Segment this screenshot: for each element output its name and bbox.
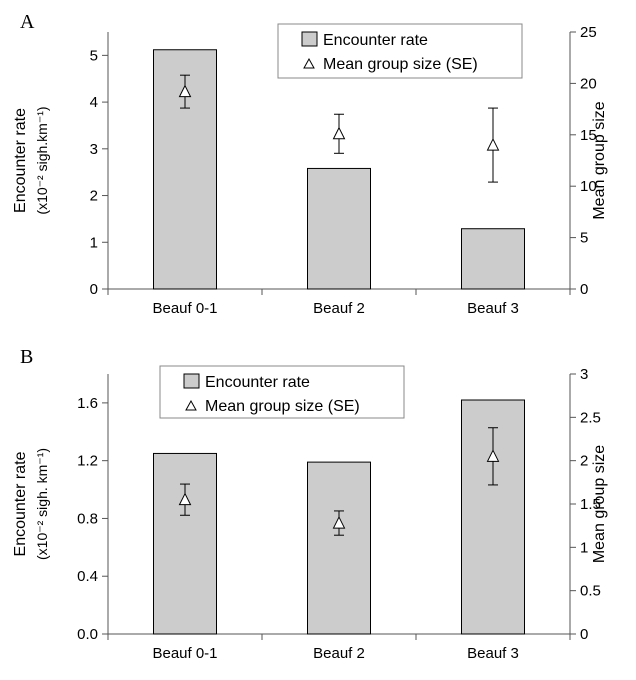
bar-encounter-rate [307, 461, 371, 635]
legend-entry: Mean group size (SE) [323, 56, 478, 73]
legend: Encounter rate Mean group size (SE) [159, 365, 405, 419]
y-tick-label-left: 4 [90, 94, 98, 111]
y-tick-label-right: 1.5 [580, 496, 601, 513]
legend-box [159, 365, 405, 419]
point-mean-group-size [178, 84, 192, 98]
point-mean-group-size [486, 137, 500, 151]
legend-box [277, 23, 523, 79]
y-tick-label-right: 3 [580, 366, 588, 383]
y-axis-title-left: Encounter rate [12, 108, 29, 213]
legend: Encounter rate Mean group size (SE) [277, 23, 523, 79]
y-axis-title-left: Encounter rate [12, 451, 29, 556]
point-mean-group-size [332, 126, 346, 140]
bar-encounter-rate [461, 228, 525, 290]
y-axis-subtitle-left: (x10⁻² sigh. km⁻¹) [34, 448, 50, 560]
y-axis-subtitle-left: (x10⁻² sigh.km⁻¹) [34, 106, 50, 214]
y-axis-title-right: Mean group size [591, 445, 608, 563]
y-tick-label-right: 0 [580, 626, 588, 643]
legend-swatch-triangle [185, 399, 197, 411]
point-mean-group-size [332, 515, 346, 529]
y-tick-label-right: 0 [580, 281, 588, 298]
bar-encounter-rate [307, 167, 371, 290]
y-tick-label-right: 0.5 [580, 583, 601, 600]
legend-entry: Mean group size (SE) [205, 398, 360, 415]
y-tick-label-left: 0.8 [77, 510, 98, 527]
y-tick-label-left: 0.0 [77, 626, 98, 643]
x-category-label: Beauf 0-1 [152, 300, 217, 317]
y-tick-label-right: 2.5 [580, 409, 601, 426]
y-tick-label-right: 20 [580, 75, 597, 92]
y-tick-label-left: 0.4 [77, 568, 98, 585]
y-tick-label-left: 5 [90, 47, 98, 64]
legend-entry: Encounter rate [205, 374, 310, 391]
legend-swatch-bar [301, 31, 318, 47]
panel-label: B [20, 346, 33, 368]
chart-panel-a: A 0 1 2 3 4 5 0 5 10 15 20 25 Beauf 0-1 Beauf 2 Beauf 3… [12, 11, 608, 317]
y-tick-label-left: 0 [90, 281, 98, 298]
point-mean-group-size [486, 449, 500, 462]
x-category-label: Beauf 0-1 [152, 645, 217, 662]
y-tick-label-right: 25 [580, 24, 597, 41]
bar-encounter-rate [153, 452, 217, 635]
x-category-label: Beauf 2 [313, 645, 365, 662]
legend-swatch-triangle [303, 57, 315, 69]
y-tick-label-right: 15 [580, 127, 597, 144]
panel-label: A [20, 11, 35, 33]
y-tick-label-right: 10 [580, 178, 597, 195]
y-tick-label-left: 1 [90, 234, 98, 251]
chart-panel-b: B 0.0 0.4 0.8 1.2 1.6 0 0.5 1 1.5 2 2.5 3 Beauf 0-1 Be… [12, 346, 608, 662]
y-tick-label-left: 1.2 [77, 453, 98, 470]
x-category-label: Beauf 3 [467, 300, 519, 317]
y-axis-title-right: Mean group size [591, 101, 608, 219]
y-tick-label-left: 2 [90, 188, 98, 205]
legend-swatch-bar [183, 373, 200, 389]
x-category-label: Beauf 3 [467, 645, 519, 662]
y-tick-label-right: 1 [580, 539, 588, 556]
y-tick-label-right: 2 [580, 453, 588, 470]
y-tick-label-left: 1.6 [77, 395, 98, 412]
x-category-label: Beauf 2 [313, 300, 365, 317]
legend-entry: Encounter rate [323, 32, 428, 49]
y-tick-label-right: 5 [580, 230, 588, 247]
y-tick-label-left: 3 [90, 141, 98, 158]
point-mean-group-size [178, 492, 192, 506]
